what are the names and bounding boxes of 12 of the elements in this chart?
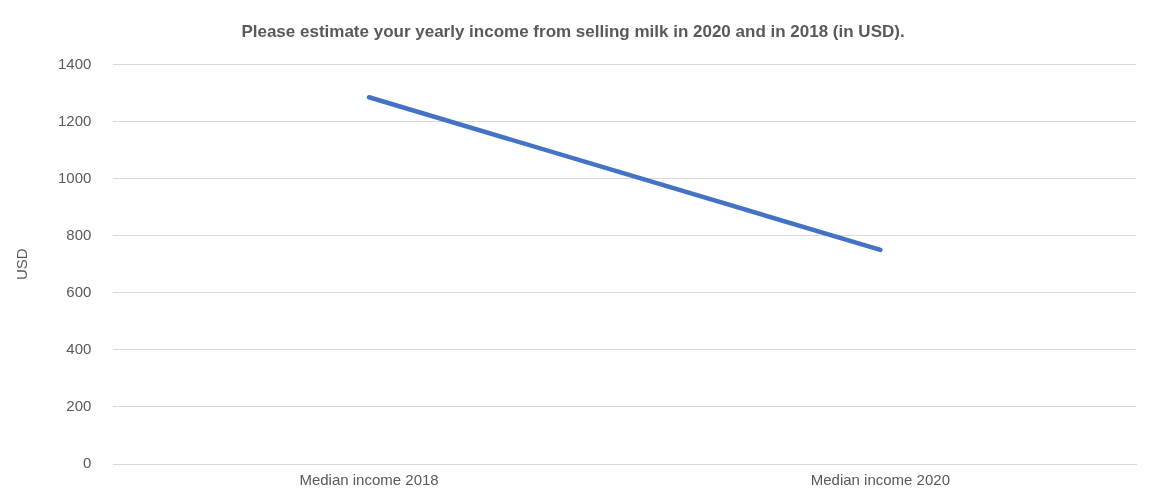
y-tick-label: 1200 xyxy=(57,111,92,129)
y-tick-label: 400 xyxy=(66,339,92,357)
x-tick-label: Median income 2018 xyxy=(299,471,439,489)
y-tick-label: 200 xyxy=(66,397,92,415)
y-axis-title: USD xyxy=(13,248,31,281)
y-tick-label: 1000 xyxy=(57,168,92,186)
x-tick-label: Median income 2020 xyxy=(810,471,950,489)
chart-title: Please estimate your yearly income from selling milk in 2020 and in 2018 (in USD). xyxy=(241,21,905,41)
y-tick-label: 600 xyxy=(66,282,92,300)
y-tick-label: 800 xyxy=(66,225,92,243)
y-tick-label: 1400 xyxy=(57,54,92,72)
y-tick-label: 0 xyxy=(83,454,92,472)
